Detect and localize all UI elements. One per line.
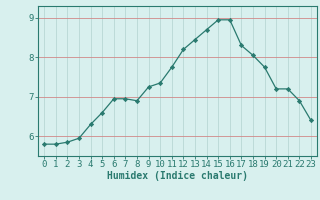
X-axis label: Humidex (Indice chaleur): Humidex (Indice chaleur) — [107, 171, 248, 181]
